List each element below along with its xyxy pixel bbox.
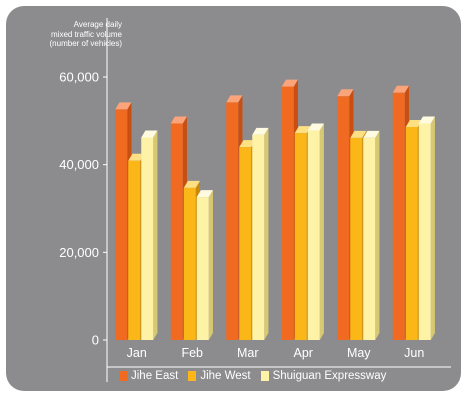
- bar-side-shuiguan-expressway-mar: [264, 127, 269, 340]
- bar-top-jihe-west-may: [350, 130, 367, 138]
- x-tick-label: Jan: [127, 346, 147, 360]
- y-tick-label: 60,000: [59, 70, 99, 85]
- bar-top-jihe-east-jun: [392, 85, 409, 93]
- legend-label-shuiguan-expressway: Shuiguan Expressway: [272, 370, 387, 382]
- y-axis-title-line-1: Average daily: [73, 20, 122, 29]
- legend-item-shuiguan-expressway: Shuiguan Expressway: [260, 370, 387, 382]
- x-tick-label: Feb: [181, 346, 203, 360]
- bar-top-jihe-east-may: [337, 89, 354, 97]
- y-tick-label: 40,000: [59, 157, 99, 172]
- bar-jihe-west-jan: [128, 160, 141, 340]
- bar-shuiguan-expressway-jan: [141, 137, 154, 340]
- bar-jihe-west-feb: [183, 187, 196, 340]
- bar-top-shuiguan-expressway-jan: [141, 130, 158, 138]
- bar-top-jihe-west-mar: [239, 140, 256, 148]
- bar-jihe-east-mar: [226, 102, 239, 340]
- legend-item-jihe-east: Jihe East: [119, 370, 178, 382]
- bar-side-shuiguan-expressway-feb: [208, 190, 213, 340]
- bar-side-shuiguan-expressway-jun: [430, 116, 435, 340]
- bar-shuiguan-expressway-mar: [252, 134, 265, 340]
- bar-top-jihe-west-feb: [183, 180, 200, 188]
- bar-jihe-east-may: [337, 96, 350, 340]
- bar-chart: 0 20,000 40,000 60,000 Jan Feb Mar Apr May Jun: [59, 18, 451, 382]
- y-axis-title-line-3: (number of vehicles): [49, 39, 122, 48]
- legend-swatch-shuiguan-expressway: [260, 371, 269, 381]
- bar-top-shuiguan-expressway-mar: [252, 127, 269, 135]
- x-tick-label: Mar: [237, 346, 259, 360]
- y-tick-label: 0: [92, 333, 99, 348]
- bar-jihe-west-may: [350, 137, 363, 340]
- bar-jihe-east-apr: [281, 86, 294, 340]
- x-tick-label: Apr: [294, 346, 313, 360]
- bar-top-shuiguan-expressway-apr: [307, 123, 324, 131]
- y-axis-title-line-2: mixed traffic volume: [51, 29, 122, 39]
- bar-top-jihe-west-jun: [405, 119, 422, 127]
- y-axis-title: Average daily mixed traffic volume (numb…: [12, 20, 122, 49]
- legend-label-jihe-west: Jihe West: [200, 370, 251, 382]
- bar-top-jihe-east-jan: [115, 102, 132, 110]
- bar-side-shuiguan-expressway-may: [375, 130, 380, 340]
- legend: Jihe East Jihe West Shuiguan Expressway: [119, 370, 396, 382]
- bar-jihe-east-jan: [115, 109, 128, 340]
- y-tick-label: 20,000: [59, 245, 99, 260]
- bar-side-shuiguan-expressway-apr: [319, 123, 324, 340]
- bar-top-jihe-west-jan: [128, 153, 145, 161]
- bar-jihe-west-apr: [294, 133, 307, 340]
- legend-swatch-jihe-west: [188, 371, 197, 381]
- x-tick-label: May: [347, 346, 371, 360]
- bar-top-shuiguan-expressway-feb: [196, 190, 213, 198]
- legend-swatch-jihe-east: [119, 371, 127, 381]
- x-tick-label: Jun: [404, 346, 424, 360]
- chart-panel: Average daily mixed traffic volume (numb…: [6, 6, 461, 391]
- bar-jihe-east-feb: [170, 123, 183, 340]
- bar-jihe-west-mar: [239, 147, 252, 340]
- bar-top-jihe-east-feb: [170, 116, 187, 124]
- bar-top-jihe-west-apr: [294, 126, 311, 134]
- bar-shuiguan-expressway-jun: [418, 123, 431, 340]
- bar-shuiguan-expressway-feb: [196, 197, 209, 340]
- bar-top-jihe-east-apr: [281, 79, 298, 87]
- bar-top-shuiguan-expressway-jun: [418, 116, 435, 124]
- legend-item-jihe-west: Jihe West: [188, 370, 251, 382]
- bar-shuiguan-expressway-may: [363, 137, 376, 340]
- legend-label-jihe-east: Jihe East: [131, 370, 179, 382]
- bar-shuiguan-expressway-apr: [307, 130, 320, 340]
- bar-jihe-west-jun: [405, 126, 418, 340]
- bar-jihe-east-jun: [392, 92, 405, 340]
- bar-top-jihe-east-mar: [226, 95, 243, 103]
- bar-top-shuiguan-expressway-may: [363, 130, 380, 138]
- bar-side-shuiguan-expressway-jan: [153, 130, 158, 340]
